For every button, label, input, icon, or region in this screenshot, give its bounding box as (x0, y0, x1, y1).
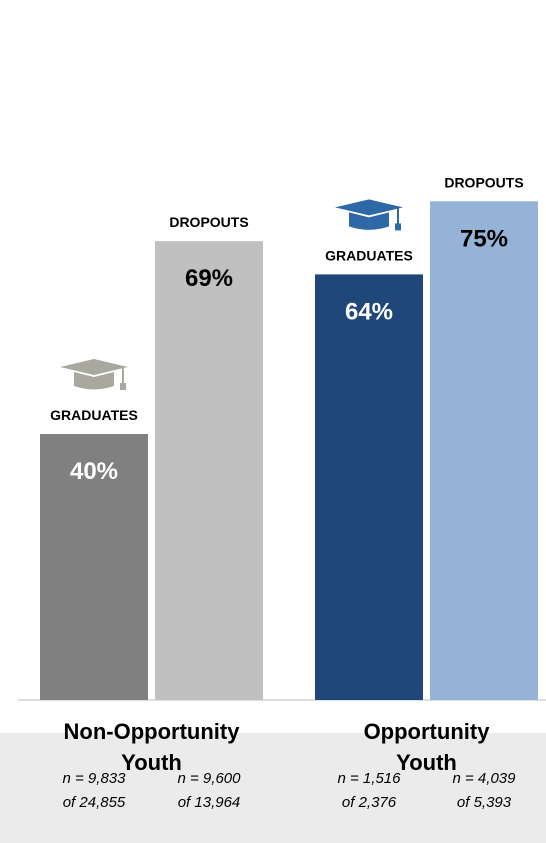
series-label: GRADUATES (50, 407, 138, 423)
group-label: Youth (396, 750, 457, 775)
sample-total-label: of 5,393 (457, 794, 512, 811)
graduation-cap-icon (60, 359, 128, 390)
bar (155, 241, 263, 700)
graduation-cap-icon (335, 199, 403, 231)
group-label: Opportunity (364, 719, 491, 744)
bar (315, 274, 423, 700)
sample-total-label: of 2,376 (342, 794, 397, 811)
bar (430, 201, 538, 700)
notes-band (0, 733, 546, 843)
group-label: Youth (121, 750, 182, 775)
sample-size-label: n = 9,600 (178, 770, 242, 787)
series-label: DROPOUTS (444, 174, 523, 190)
sample-size-label: n = 4,039 (453, 770, 517, 787)
value-label: 40% (70, 458, 118, 485)
value-label: 75% (460, 225, 508, 252)
value-label: 69% (185, 265, 233, 292)
series-label: GRADUATES (325, 247, 413, 263)
group-label: Non-Opportunity (64, 719, 241, 744)
series-label: DROPOUTS (169, 214, 248, 230)
sample-size-label: n = 1,516 (338, 770, 402, 787)
sample-total-label: of 13,964 (178, 794, 241, 811)
value-label: 64% (345, 298, 393, 325)
sample-total-label: of 24,855 (63, 794, 126, 811)
sample-size-label: n = 9,833 (63, 770, 127, 787)
bar (40, 434, 148, 700)
